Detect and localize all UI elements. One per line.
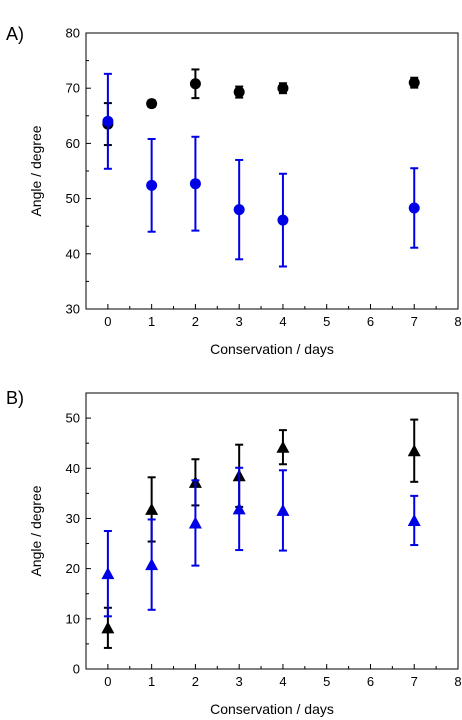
y-tick-label: 80 (66, 26, 80, 41)
data-point (408, 202, 420, 214)
data-point (407, 513, 421, 526)
x-tick-label: 4 (279, 674, 286, 689)
x-tick-label: 6 (367, 314, 374, 329)
panel-a-ylabel: Angle / degree (28, 125, 44, 216)
panel-a-ticks: 0 1 2 3 4 5 6 7 8 30 40 50 60 70 80 (66, 26, 462, 330)
series-1 (101, 418, 421, 649)
data-point (188, 516, 202, 529)
y-tick-label: 20 (66, 561, 80, 576)
panel-a-plot-frame (85, 32, 459, 310)
x-tick-label: 5 (323, 674, 330, 689)
y-tick-label: 0 (73, 662, 80, 677)
x-tick-label: 1 (148, 674, 155, 689)
y-tick-label: 50 (66, 191, 80, 206)
panel-b-marks (101, 418, 421, 649)
x-tick-label: 7 (411, 674, 418, 689)
x-tick-label: 4 (279, 314, 286, 329)
panel-b-ylabel: Angle / degree (28, 485, 44, 576)
y-tick-label: 10 (66, 611, 80, 626)
x-tick-label: 5 (323, 314, 330, 329)
series-2 (101, 466, 421, 618)
x-tick-label: 2 (192, 314, 199, 329)
x-tick-label: 0 (104, 674, 111, 689)
y-tick-label: 30 (66, 302, 80, 317)
series-2 (102, 72, 420, 268)
panel-a-marks (102, 68, 420, 268)
x-tick-label: 0 (104, 314, 111, 329)
panel-b-label: B) (6, 388, 24, 408)
x-tick-label: 3 (236, 674, 243, 689)
data-point (189, 178, 201, 190)
panel-b-ticks: 0 1 2 3 4 5 6 7 8 0 10 20 30 40 50 (66, 411, 462, 689)
data-point (102, 115, 114, 127)
data-point (146, 98, 158, 110)
x-tick-label: 8 (454, 674, 461, 689)
panel-a-xlabel: Conservation / days (210, 341, 334, 357)
x-tick-label: 3 (236, 314, 243, 329)
data-point (101, 567, 115, 580)
data-point (408, 77, 420, 89)
data-point (276, 503, 290, 516)
data-point (277, 82, 289, 94)
x-tick-label: 7 (411, 314, 418, 329)
data-point (101, 621, 115, 634)
panel-b-plot-frame (85, 392, 459, 670)
data-point (276, 440, 290, 453)
data-point (233, 204, 245, 216)
x-tick-label: 1 (148, 314, 155, 329)
data-point (232, 502, 246, 515)
y-tick-label: 70 (66, 81, 80, 96)
panel-a: A) 0 1 2 3 4 5 6 7 8 30 40 50 60 70 80 Conservation / … (6, 24, 462, 357)
data-point (233, 86, 245, 98)
x-tick-label: 8 (454, 314, 461, 329)
x-tick-label: 2 (192, 674, 199, 689)
panel-b-xlabel: Conservation / days (210, 701, 334, 717)
y-tick-label: 60 (66, 136, 80, 151)
y-tick-label: 40 (66, 246, 80, 261)
series-1 (102, 68, 420, 147)
data-point (146, 179, 158, 191)
x-tick-label: 6 (367, 674, 374, 689)
data-point (189, 78, 201, 90)
data-point (407, 444, 421, 457)
data-point (145, 558, 159, 571)
data-point (277, 214, 289, 226)
y-tick-label: 40 (66, 461, 80, 476)
y-tick-label: 50 (66, 411, 80, 426)
data-point (145, 502, 159, 515)
panel-b: B) 0 1 2 3 4 5 6 7 8 0 10 20 30 40 50 Conservation / d… (6, 388, 462, 717)
y-tick-label: 30 (66, 511, 80, 526)
panel-a-label: A) (6, 24, 24, 44)
